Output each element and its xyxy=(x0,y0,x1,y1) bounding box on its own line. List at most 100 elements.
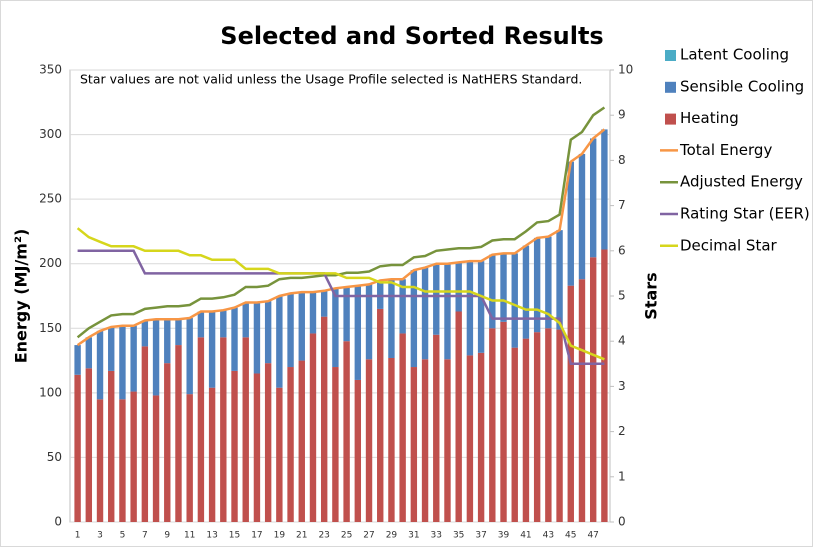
legend-label: Heating xyxy=(680,109,739,127)
legend-swatch xyxy=(665,81,676,93)
bar-segment xyxy=(85,368,93,522)
x-tick-label: 41 xyxy=(520,531,531,541)
bar-segment xyxy=(96,330,104,400)
bar-segment xyxy=(220,337,227,522)
bar-segment xyxy=(477,352,485,522)
bar-segment xyxy=(466,355,474,522)
bar-segment xyxy=(186,394,193,522)
bar-segment xyxy=(545,328,552,522)
bar-segment xyxy=(354,379,362,522)
bar-segment xyxy=(533,237,541,333)
y2-tick-label: 0 xyxy=(618,515,626,529)
bar-segment xyxy=(578,279,586,522)
bar-segment xyxy=(332,288,339,368)
bar-segment xyxy=(264,363,272,522)
bar-segment xyxy=(377,308,384,522)
bar-segment xyxy=(119,325,126,400)
bar-segment xyxy=(108,326,115,371)
bar-segment xyxy=(287,293,294,368)
y-tick-label: 0 xyxy=(54,515,62,529)
bar-segment xyxy=(164,319,171,364)
x-tick-label: 27 xyxy=(363,531,374,541)
x-tick-label: 1 xyxy=(75,531,81,541)
bar-segment xyxy=(589,138,597,258)
series-line xyxy=(76,227,605,361)
bar-segment xyxy=(108,370,115,522)
bar-segment xyxy=(500,321,507,522)
bar-segment xyxy=(175,345,182,522)
bar-segment xyxy=(410,367,418,522)
bar-segment xyxy=(164,363,171,522)
legend-label: Adjusted Energy xyxy=(680,173,803,191)
bar-segment xyxy=(276,387,283,522)
bar-segment xyxy=(298,292,305,361)
bar-segment xyxy=(175,319,182,346)
bar-segment xyxy=(455,262,462,312)
bar-segment xyxy=(399,279,406,334)
series-line xyxy=(76,106,606,339)
bar-segment xyxy=(186,317,193,395)
bar-segment xyxy=(141,320,149,347)
bar-segment xyxy=(477,261,485,353)
x-tick-label: 31 xyxy=(408,531,419,541)
x-tick-label: 15 xyxy=(229,531,240,541)
bar-segment xyxy=(130,325,137,392)
bar-segment xyxy=(556,230,563,330)
y2-tick-label: 10 xyxy=(618,63,633,77)
bar-segment xyxy=(96,399,104,522)
bar-segment xyxy=(242,337,249,522)
bar-segment xyxy=(152,319,160,396)
legend-label: Decimal Star xyxy=(680,236,778,254)
chart-title: Selected and Sorted Results xyxy=(220,22,603,50)
bar-segment xyxy=(455,311,462,522)
y2-tick-label: 4 xyxy=(618,334,626,348)
bar-segment xyxy=(365,359,373,522)
y-tick-label: 200 xyxy=(39,256,62,270)
bar-segment xyxy=(298,360,305,522)
bar-segment xyxy=(556,329,563,522)
legend-swatch xyxy=(665,50,676,61)
y2-tick-label: 8 xyxy=(618,153,626,167)
y2-tick-label: 2 xyxy=(618,424,626,438)
bar-segment xyxy=(399,333,406,522)
bar-segment xyxy=(388,279,395,358)
bar-segment xyxy=(388,357,395,522)
bar-segment xyxy=(522,245,530,339)
y-axis-title: Energy (MJ/m²) xyxy=(12,229,31,364)
bar-segment xyxy=(276,296,283,388)
y2-tick-label: 3 xyxy=(618,379,626,393)
bar-segment xyxy=(253,302,261,374)
x-tick-label: 25 xyxy=(341,531,352,541)
bar-segment xyxy=(85,337,93,369)
bar-segment xyxy=(320,316,328,522)
y-tick-label: 300 xyxy=(39,127,62,141)
legend-swatch xyxy=(665,113,676,125)
x-tick-label: 37 xyxy=(475,531,486,541)
x-tick-label: 13 xyxy=(206,531,217,541)
bar-segment xyxy=(141,346,149,522)
bar-segment xyxy=(332,367,339,522)
bar-segment xyxy=(130,391,137,522)
bar-segment xyxy=(522,338,530,522)
bar-segment xyxy=(489,254,496,329)
bar-segment xyxy=(433,263,440,335)
legend-label: Total Energy xyxy=(679,141,772,159)
bar-segment xyxy=(489,328,496,522)
y2-tick-label: 7 xyxy=(618,198,626,212)
y-tick-label: 100 xyxy=(39,385,62,399)
bar-segment xyxy=(119,399,126,522)
bar-segment xyxy=(309,333,317,522)
legend-label: Latent Cooling xyxy=(680,46,789,64)
y-tick-label: 150 xyxy=(39,321,62,335)
bar-segment xyxy=(377,280,384,309)
series-line xyxy=(76,128,606,347)
x-tick-label: 9 xyxy=(164,531,170,541)
bar-segment xyxy=(511,253,518,348)
x-tick-label: 19 xyxy=(274,531,286,541)
bar-segment xyxy=(421,267,429,360)
y2-tick-label: 6 xyxy=(618,243,626,257)
y-tick-label: 350 xyxy=(39,63,62,77)
bar-segment xyxy=(309,292,317,334)
bar-segment xyxy=(466,261,474,356)
x-tick-label: 39 xyxy=(498,531,510,541)
